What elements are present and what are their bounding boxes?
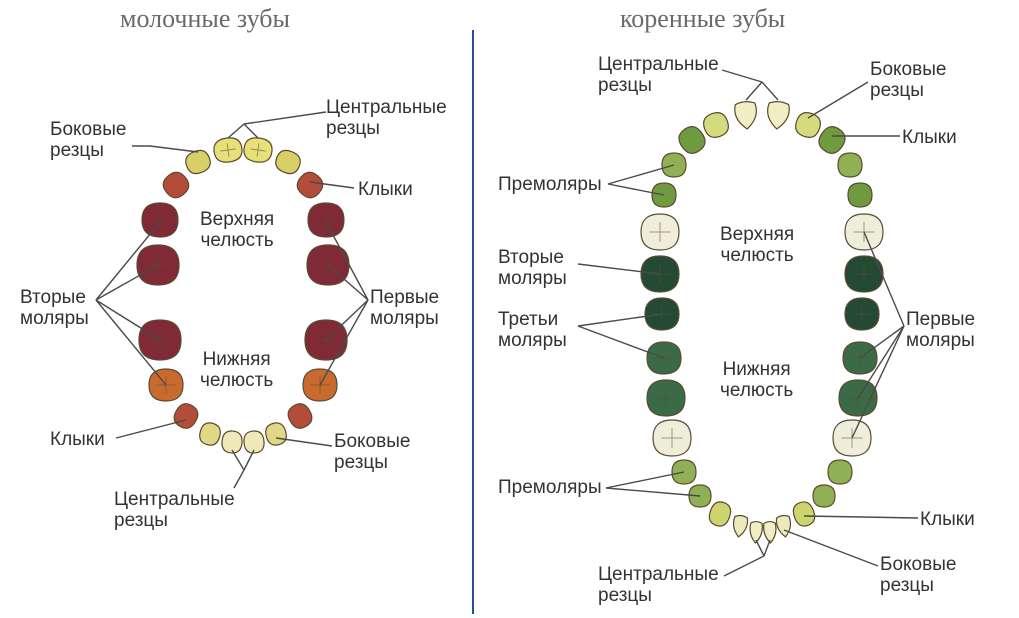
tooth (828, 460, 852, 484)
tooth (701, 110, 732, 141)
deciduous-label-6: Боковые резцы (334, 432, 410, 474)
leader-line (232, 450, 244, 470)
leader-line (244, 450, 254, 470)
permanent-label-0: Центральные резцы (598, 55, 719, 97)
permanent-label-6: Первые моляры (906, 310, 975, 352)
tooth (641, 214, 679, 250)
leader-line (764, 540, 770, 556)
leader-line (228, 124, 244, 138)
tooth (776, 515, 793, 538)
deciduous-label-7: Центральные резцы (114, 490, 235, 532)
leader-line (746, 82, 762, 100)
permanent-label-10: Центральные резцы (598, 565, 719, 607)
leader-line (606, 472, 684, 488)
deciduous-label-5: Клыки (50, 430, 105, 451)
tooth (308, 203, 344, 237)
tooth (749, 521, 762, 543)
tooth (653, 420, 691, 456)
deciduous-label-2: Клыки (358, 180, 413, 201)
tooth (845, 298, 879, 330)
tooth (838, 153, 862, 177)
tooth (284, 400, 315, 432)
permanent-label-7: Премоляры (498, 478, 602, 499)
tooth (813, 485, 835, 507)
tooth (170, 400, 201, 432)
leader-line (150, 146, 198, 152)
tooth (647, 380, 685, 416)
leader-line (234, 470, 244, 488)
leader-line (578, 326, 664, 358)
leader-line (804, 516, 918, 518)
deciduous-label-1: Боковые резцы (50, 120, 126, 162)
tooth (242, 136, 273, 164)
leader-line (244, 112, 326, 124)
permanent-label-1: Боковые резцы (870, 60, 946, 102)
tooth (142, 203, 178, 237)
dental-diagram: молочные зубы коренные зубы Верхняя челю… (0, 0, 1019, 618)
tooth (763, 521, 776, 543)
leader-line (784, 530, 878, 566)
tooth (845, 256, 883, 292)
permanent-upper-jaw-label: Верхняя челюсть (720, 225, 794, 267)
leader-line (244, 124, 258, 138)
leader-line (606, 488, 700, 496)
permanent-label-8: Клыки (920, 510, 975, 531)
permanent-label-4: Вторые моляры (498, 248, 567, 290)
leader-line (860, 326, 904, 358)
leader-line (762, 82, 778, 100)
permanent-label-5: Третьи моляры (498, 310, 567, 352)
tooth (273, 147, 303, 176)
deciduous-label-0: Центральные резцы (326, 98, 447, 140)
leader-line (116, 420, 186, 438)
tooth (734, 101, 758, 130)
deciduous-lower-jaw-label: Нижняя челюсть (200, 350, 273, 392)
leader-line (808, 82, 868, 118)
leader-line (724, 556, 764, 576)
permanent-label-3: Премоляры (498, 175, 602, 196)
tooth (197, 421, 222, 447)
tooth (212, 136, 243, 164)
permanent-lower-jaw-label: Нижняя челюсть (720, 360, 793, 402)
tooth (732, 515, 749, 538)
permanent-label-9: Боковые резцы (880, 555, 956, 597)
tooth (293, 168, 327, 202)
leader-line (756, 540, 764, 556)
deciduous-upper-jaw-label: Верхняя челюсть (200, 210, 274, 252)
leader-line (608, 165, 674, 184)
permanent-label-2: Клыки (902, 128, 957, 149)
tooth (848, 183, 872, 207)
tooth (159, 168, 193, 202)
tooth (766, 101, 790, 130)
tooth (793, 110, 824, 141)
deciduous-label-4: Первые моляры (370, 288, 439, 330)
leader-line (96, 300, 160, 340)
tooth (706, 499, 733, 528)
leader-line (722, 70, 762, 82)
tooth (263, 421, 288, 447)
tooth (790, 499, 817, 528)
deciduous-label-3: Вторые моляры (20, 288, 89, 330)
